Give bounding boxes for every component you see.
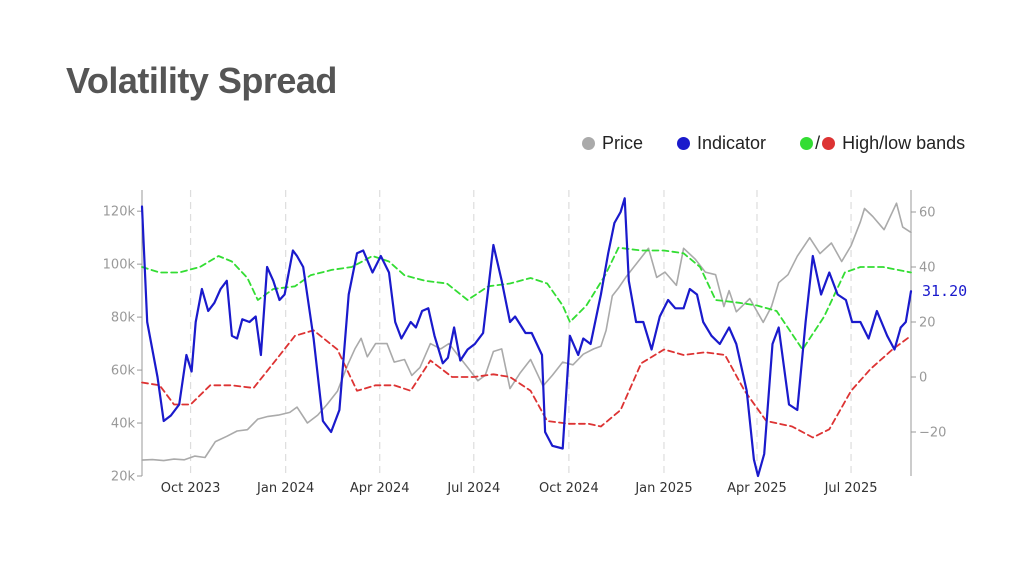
x-tick-label: Oct 2023 [161, 481, 221, 496]
left-tick-label: 20k [111, 470, 136, 485]
left-tick-label: 100k [103, 258, 136, 273]
x-tick-label: Jul 2024 [446, 481, 500, 496]
left-tick-label: 60k [111, 364, 136, 379]
x-tick-label: Apr 2025 [727, 481, 787, 496]
high-band-dot-icon [800, 137, 814, 150]
x-tick-label: Jan 2025 [634, 481, 692, 496]
page-title: Volatility Spread [66, 60, 337, 101]
right-tick-label: −20 [919, 426, 946, 441]
left-tick-label: 40k [111, 417, 136, 432]
right-tick-label: 40 [919, 261, 936, 276]
x-tick-label: Oct 2024 [539, 481, 599, 496]
right-tick-label: 60 [919, 206, 936, 221]
indicator-dot-icon [677, 137, 691, 150]
left-tick-label: 80k [111, 311, 136, 326]
x-tick-label: Apr 2024 [350, 481, 410, 496]
x-tick-label: Jan 2024 [256, 481, 314, 496]
legend: Price Indicator / High/low bands [582, 133, 965, 154]
right-tick-label: 20 [919, 316, 936, 331]
legend-label-indicator: Indicator [697, 133, 767, 153]
series-high-band-line [141, 246, 912, 351]
series-price-line [141, 202, 912, 462]
legend-item-bands[interactable]: / High/low bands [800, 133, 965, 154]
series-low-band-line [141, 329, 912, 439]
legend-item-indicator[interactable]: Indicator [677, 133, 766, 154]
price-dot-icon [582, 137, 595, 150]
series-indicator-line [140, 197, 913, 478]
last-value-label: 31.20 [922, 282, 967, 300]
right-tick-label: 0 [919, 371, 927, 386]
legend-label-bands: High/low bands [842, 133, 966, 153]
legend-item-price[interactable]: Price [582, 133, 643, 154]
legend-separator: / [815, 133, 821, 153]
x-tick-label: Jul 2025 [824, 481, 878, 496]
low-band-dot-icon [822, 137, 836, 150]
left-tick-label: 120k [103, 205, 136, 220]
legend-label-price: Price [602, 133, 644, 153]
